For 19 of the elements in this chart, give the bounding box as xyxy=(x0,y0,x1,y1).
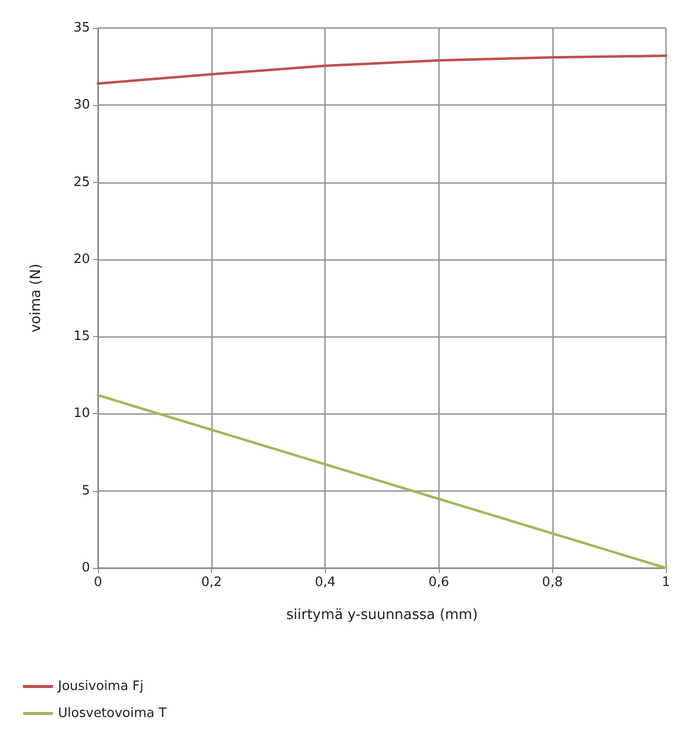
y-axis-title: voima (N) xyxy=(28,264,44,332)
y-tick-label: 15 xyxy=(73,329,90,344)
y-tick-label: 25 xyxy=(73,174,90,190)
x-tick-label: 0,6 xyxy=(428,575,450,590)
y-tick-label: 5 xyxy=(82,483,90,498)
y-tick-label: 0 xyxy=(82,560,90,576)
x-tick-label: 1 xyxy=(662,575,670,590)
y-tick-label: 35 xyxy=(73,20,90,36)
y-tick-label: 20 xyxy=(73,252,90,267)
legend-label: Ulosvetovoima T xyxy=(58,706,167,721)
x-tick-label: 0 xyxy=(94,575,102,590)
line-series xyxy=(96,54,668,85)
y-tick-label: 10 xyxy=(73,406,90,422)
y-tick-label: 30 xyxy=(73,98,90,113)
x-tick-label: 0,4 xyxy=(314,575,336,590)
x-axis-title: siirtymä y-suunnassa (mm) xyxy=(286,607,478,623)
x-tick-label: 0,2 xyxy=(201,575,222,590)
x-tick-label: 0,8 xyxy=(542,575,563,590)
legend-label: Jousivoima Fj xyxy=(57,679,144,694)
